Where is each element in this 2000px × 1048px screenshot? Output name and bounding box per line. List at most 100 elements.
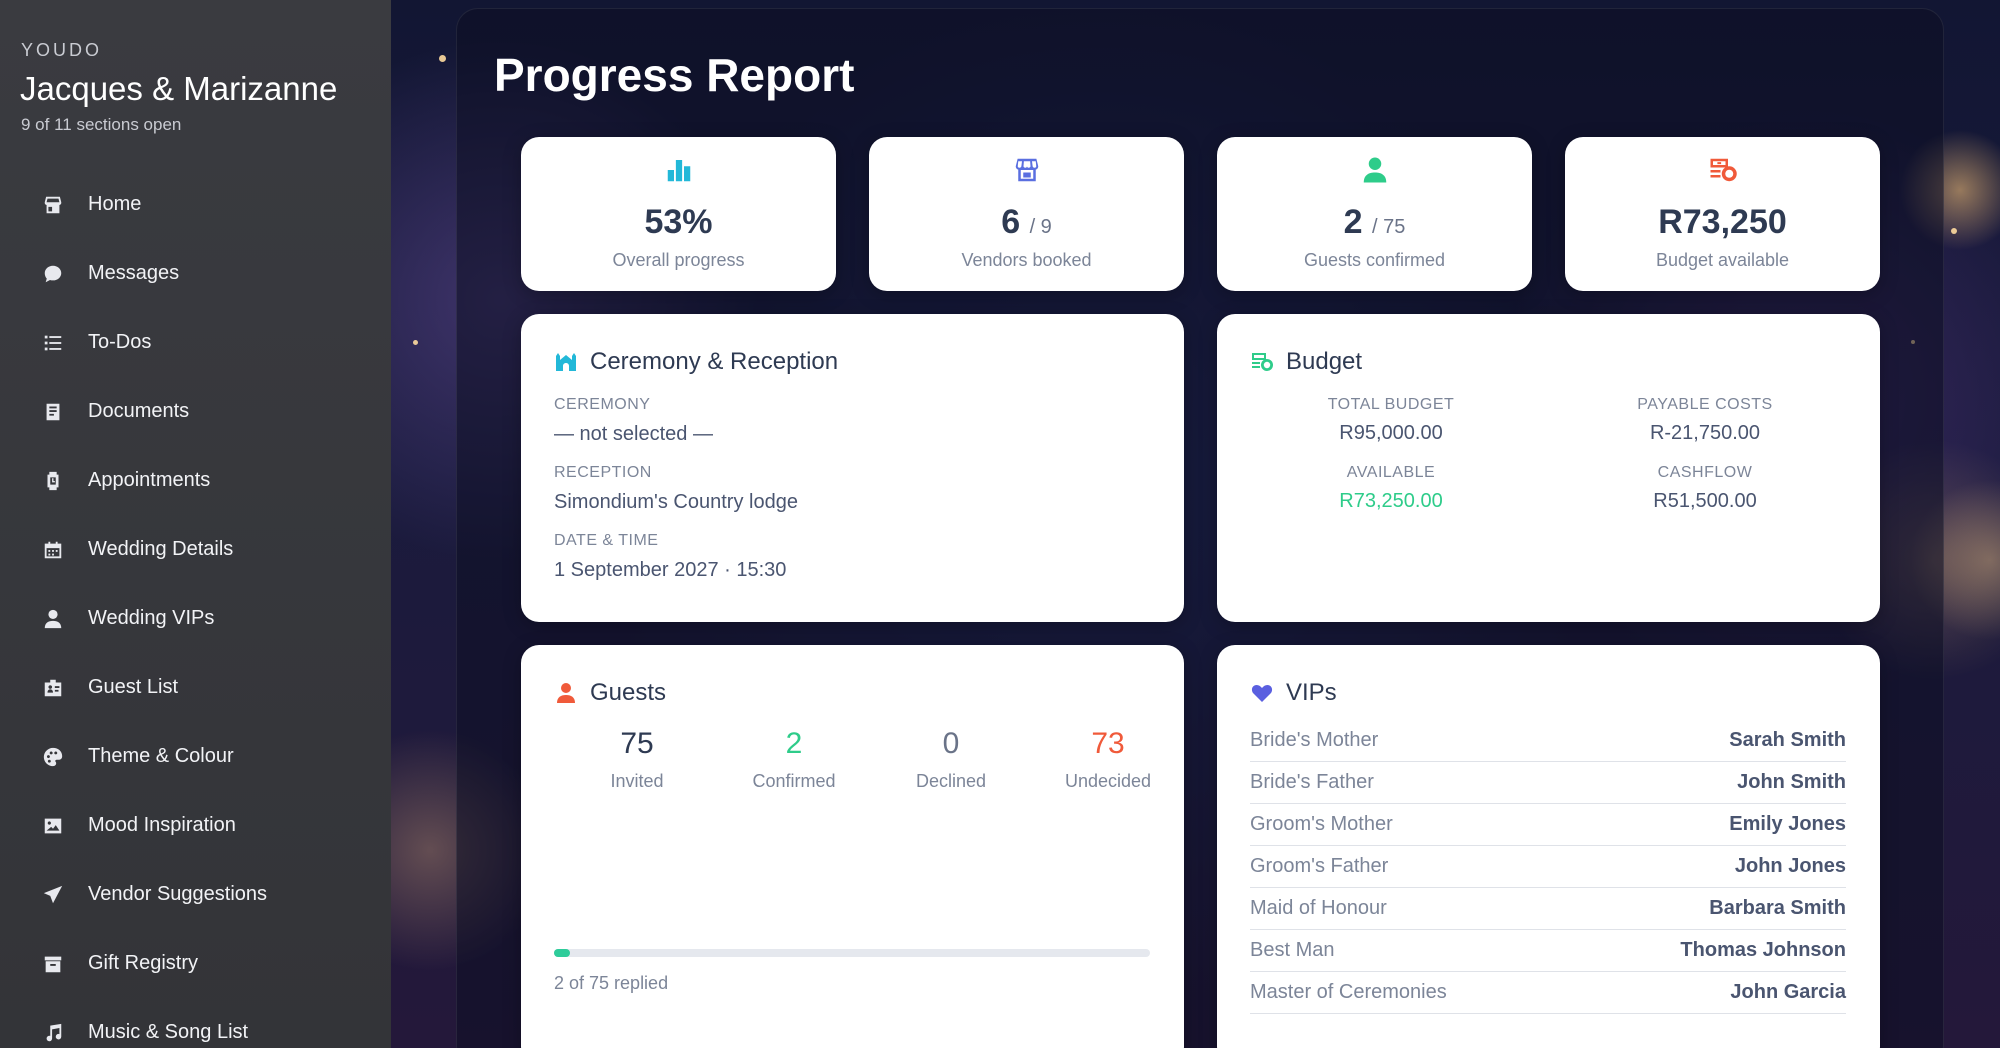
list-icon xyxy=(40,330,66,356)
datetime-value: 1 September 2027 · 15:30 xyxy=(554,559,787,581)
calendar-icon xyxy=(40,537,66,563)
stat-value: R73,250 xyxy=(1658,203,1787,241)
bokeh-light xyxy=(1951,228,1957,234)
stat-card-overall-progress: 53% Overall progress xyxy=(521,137,836,291)
vip-role: Master of Ceremonies xyxy=(1250,981,1447,1003)
card-title: Guests xyxy=(554,679,666,707)
sidebar-item-vendor-suggestions[interactable]: Vendor Suggestions xyxy=(0,860,391,929)
ceremony-label: CEREMONY xyxy=(554,396,651,413)
sidebar-item-home[interactable]: Home xyxy=(0,170,391,239)
sidebar-item-label: To-Dos xyxy=(88,331,152,353)
replied-progress-bar xyxy=(554,949,1150,957)
stat-label: Budget available xyxy=(1655,250,1790,270)
person-icon xyxy=(557,683,575,703)
sidebar-item-mood-inspiration[interactable]: Mood Inspiration xyxy=(0,791,391,860)
vip-name: John Smith xyxy=(1737,771,1846,793)
replied-progress-fill xyxy=(554,949,570,957)
sidebar-item-messages[interactable]: Messages xyxy=(0,239,391,308)
reception-value: Simondium's Country lodge xyxy=(554,491,798,513)
replied-text: 2 of 75 replied xyxy=(554,973,669,993)
stat-card-budget-available: R73,250 Budget available xyxy=(1565,137,1880,291)
sidebar-item-theme-colour[interactable]: Theme & Colour xyxy=(0,722,391,791)
stat-value: 6 / 9 xyxy=(1001,203,1052,241)
vip-role: Groom's Mother xyxy=(1250,813,1393,835)
card-title: Budget xyxy=(1250,348,1362,376)
chapel-icon xyxy=(556,353,576,371)
card-title: VIPs xyxy=(1250,679,1337,707)
paper-plane-icon xyxy=(40,882,66,908)
id-badge-icon xyxy=(40,675,66,701)
vip-name: John Jones xyxy=(1734,855,1846,877)
payable-costs: PAYABLE COSTS R-21,750.00 xyxy=(1637,396,1773,444)
person-icon xyxy=(1217,155,1532,187)
sidebar-item-wedding-details[interactable]: Wedding Details xyxy=(0,515,391,584)
sidebar-item-label: Gift Registry xyxy=(88,952,199,974)
guests-confirmed: 2 Confirmed xyxy=(752,727,836,791)
vip-name: Thomas Johnson xyxy=(1680,939,1846,961)
page-title: Progress Report xyxy=(494,49,855,101)
sidebar-item-to-dos[interactable]: To-Dos xyxy=(0,308,391,377)
budget-card: Budget TOTAL BUDGET R95,000.00 PAYABLE C… xyxy=(1217,314,1880,622)
bokeh-light xyxy=(439,55,446,62)
vip-name: John Garcia xyxy=(1730,981,1846,1003)
datetime-label: DATE & TIME xyxy=(554,532,659,549)
vip-row: Best Man Thomas Johnson xyxy=(1250,930,1846,972)
sidebar-item-label: Theme & Colour xyxy=(88,745,234,767)
couple-name: Jacques & Marizanne xyxy=(20,70,338,107)
sidebar-item-label: Home xyxy=(88,193,142,215)
sidebar-item-label: Appointments xyxy=(88,469,211,491)
vip-row: Groom's Mother Emily Jones xyxy=(1250,804,1846,846)
sidebar-item-music-song-list[interactable]: Music & Song List xyxy=(0,998,391,1048)
guests-invited: 75 Invited xyxy=(610,727,664,791)
total-budget: TOTAL BUDGET R95,000.00 xyxy=(1327,396,1455,444)
gift-box-icon xyxy=(40,951,66,977)
vip-name: Barbara Smith xyxy=(1709,897,1846,919)
document-icon xyxy=(40,399,66,425)
vip-name: Sarah Smith xyxy=(1729,729,1846,751)
sidebar-item-appointments[interactable]: Appointments xyxy=(0,446,391,515)
sidebar: YOUDO Jacques & Marizanne 9 of 11 sectio… xyxy=(0,0,391,1048)
person-icon xyxy=(40,606,66,632)
sidebar-item-guest-list[interactable]: Guest List xyxy=(0,653,391,722)
ceremony-reception-card: Ceremony & Reception CEREMONY — not sele… xyxy=(521,314,1184,622)
sidebar-item-documents[interactable]: Documents xyxy=(0,377,391,446)
money-icon xyxy=(1252,353,1273,371)
storefront-icon xyxy=(869,155,1184,187)
vip-row: Bride's Father John Smith xyxy=(1250,762,1846,804)
sidebar-item-wedding-vips[interactable]: Wedding VIPs xyxy=(0,584,391,653)
available-budget: AVAILABLE R73,250.00 xyxy=(1339,464,1443,512)
stat-card-guests-confirmed: 2 / 75 Guests confirmed xyxy=(1217,137,1532,291)
sections-open-count: 9 of 11 sections open xyxy=(21,115,182,134)
brand-name: YOUDO xyxy=(21,40,103,60)
cashflow: CASHFLOW R51,500.00 xyxy=(1653,464,1757,512)
sidebar-item-label: Wedding VIPs xyxy=(88,607,215,629)
bokeh-light xyxy=(413,340,418,345)
watch-icon xyxy=(40,468,66,494)
vip-role: Bride's Mother xyxy=(1250,729,1379,751)
stat-value: 53% xyxy=(644,203,713,241)
chat-bubble-icon xyxy=(40,261,66,287)
image-icon xyxy=(40,813,66,839)
stat-label: Overall progress xyxy=(612,250,745,270)
sidebar-nav: Home Messages To-Dos Documents Appointme… xyxy=(0,170,391,1048)
stat-value: 2 / 75 xyxy=(1343,203,1406,241)
bar-chart-icon xyxy=(521,155,836,187)
vip-row: Groom's Father John Jones xyxy=(1250,846,1846,888)
reception-label: RECEPTION xyxy=(554,464,652,481)
vips-card: VIPs Bride's Mother Sarah Smith Bride's … xyxy=(1217,645,1880,1048)
guests-card: Guests 75 Invited 2 Confirmed 0 Declined… xyxy=(521,645,1184,1048)
guests-declined: 0 Declined xyxy=(915,727,987,791)
sidebar-item-label: Mood Inspiration xyxy=(88,814,236,836)
vip-role: Best Man xyxy=(1250,939,1335,961)
music-note-icon xyxy=(40,1020,66,1046)
palette-icon xyxy=(40,744,66,770)
sidebar-item-label: Music & Song List xyxy=(88,1021,249,1043)
sidebar-item-gift-registry[interactable]: Gift Registry xyxy=(0,929,391,998)
guests-undecided: 73 Undecided xyxy=(1064,727,1152,791)
vip-role: Maid of Honour xyxy=(1250,897,1387,919)
ceremony-value: — not selected — xyxy=(554,423,713,445)
stat-label: Vendors booked xyxy=(961,250,1092,270)
vip-row: Bride's Mother Sarah Smith xyxy=(1250,720,1846,762)
money-icon xyxy=(1565,155,1880,187)
vip-row: Maid of Honour Barbara Smith xyxy=(1250,888,1846,930)
